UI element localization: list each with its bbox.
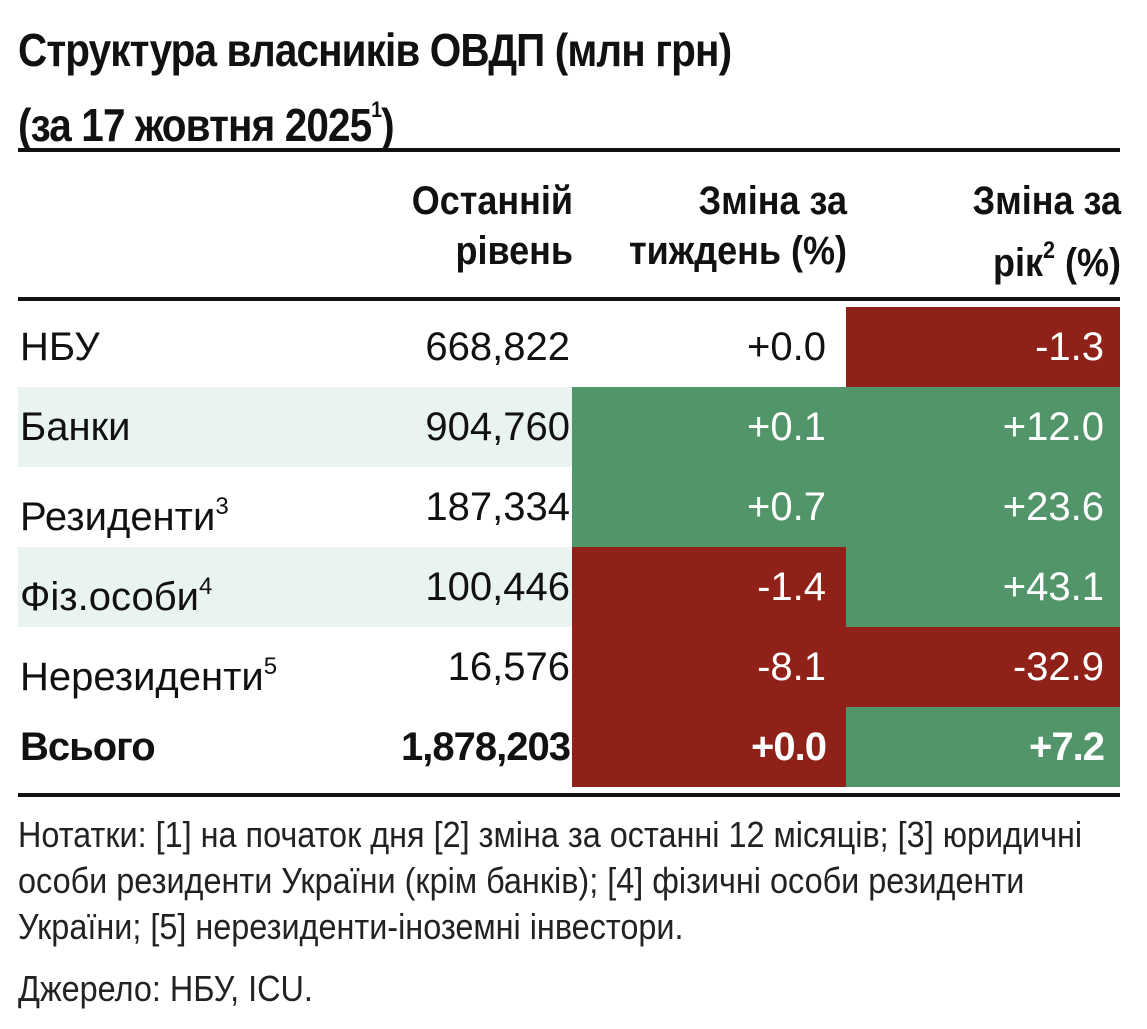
row-label-text: Фіз.особи	[20, 575, 199, 619]
cell-year-change: +12.0	[846, 387, 1120, 467]
header-week-change: Зміна за тиждень (%)	[577, 176, 847, 276]
cell-year-change: +43.1	[846, 547, 1120, 627]
header-year-word: рік	[992, 241, 1043, 285]
title-line-2-close: )	[381, 99, 395, 151]
row-label: Банки	[18, 387, 378, 467]
top-divider	[18, 148, 1120, 152]
cell-last-level: 1,878,203	[401, 725, 571, 769]
header-year-unit: (%)	[1055, 241, 1121, 285]
cell-year-change: +23.6	[846, 467, 1120, 547]
table-row: Фіз.особи4 100,446 -1.4 +43.1	[18, 547, 1120, 627]
row-label-text: НБУ	[20, 325, 100, 369]
holders-table: НБУ 668,822 +0.0 -1.3 Банки 904,760 +0.1 +12.0 Р…	[18, 307, 1120, 787]
cell-year-change: +7.2	[846, 707, 1120, 787]
row-label: Резиденти3	[18, 467, 378, 547]
title-line-1: Структура власників ОВДП (млн грн)	[18, 24, 732, 76]
table-row: Нерезиденти5 16,576 -8.1 -32.9	[18, 627, 1120, 707]
header-week-change-line2: тиждень (%)	[628, 229, 847, 273]
row-label: НБУ	[18, 307, 378, 387]
row-label: Всього	[18, 707, 378, 787]
cell-year-change: -1.3	[846, 307, 1120, 387]
cell-last-level: 668,822	[425, 325, 570, 369]
row-label: Нерезиденти5	[18, 627, 378, 707]
bottom-divider	[18, 793, 1120, 797]
table-row: Всього 1,878,203 +0.0 +7.2	[18, 707, 1120, 787]
title-line-2-text: (за 17 жовтня 2025	[18, 99, 372, 151]
title-footnote-mark: 1	[371, 97, 382, 122]
header-last-level-line2: рівень	[455, 229, 573, 273]
cell-week-change: +0.1	[572, 387, 846, 467]
header-year-footnote: 2	[1042, 237, 1056, 264]
header-last-level-line1: Останній	[411, 179, 573, 223]
row-label: Фіз.особи4	[18, 547, 378, 627]
row-footnote-mark: 3	[215, 493, 229, 520]
row-label-text: Резиденти	[20, 495, 216, 539]
cell-last-level: 100,446	[425, 565, 570, 609]
chart-title: Структура власників ОВДП (млн грн) (за 1…	[18, 20, 995, 155]
row-footnote-mark: 5	[263, 653, 278, 680]
table-row: Банки 904,760 +0.1 +12.0	[18, 387, 1120, 467]
cell-week-change: +0.0	[572, 707, 846, 787]
row-footnote-mark: 4	[198, 573, 213, 600]
cell-week-change: -8.1	[572, 627, 846, 707]
cell-week-change: +0.7	[572, 467, 846, 547]
cell-last-level: 187,334	[425, 485, 570, 529]
header-year-change: Зміна за рік2 (%)	[887, 176, 1121, 288]
row-label-text: Нерезиденти	[20, 655, 264, 699]
table-row: Резиденти3 187,334 +0.7 +23.6	[18, 467, 1120, 547]
cell-last-level: 16,576	[447, 645, 570, 689]
cell-week-change: +0.0	[747, 325, 826, 369]
cell-week-change: -1.4	[572, 547, 846, 627]
title-line-2: (за 17 жовтня 20251)	[18, 80, 995, 155]
header-year-change-line2: рік2 (%)	[887, 226, 1121, 288]
table-row: НБУ 668,822 +0.0 -1.3	[18, 307, 1120, 387]
cell-year-change: -32.9	[846, 627, 1120, 707]
header-divider	[18, 297, 1120, 301]
header-last-level: Останній рівень	[339, 176, 573, 276]
header-week-change-line1: Зміна за	[698, 179, 847, 223]
header-year-change-line1: Зміна за	[972, 179, 1121, 223]
row-label-text: Всього	[20, 725, 156, 769]
source-note: Джерело: НБУ, ICU.	[18, 968, 313, 1009]
footnotes: Нотатки: [1] на початок дня [2] зміна за…	[18, 814, 1083, 947]
cell-last-level: 904,760	[425, 405, 570, 449]
row-label-text: Банки	[20, 405, 131, 449]
